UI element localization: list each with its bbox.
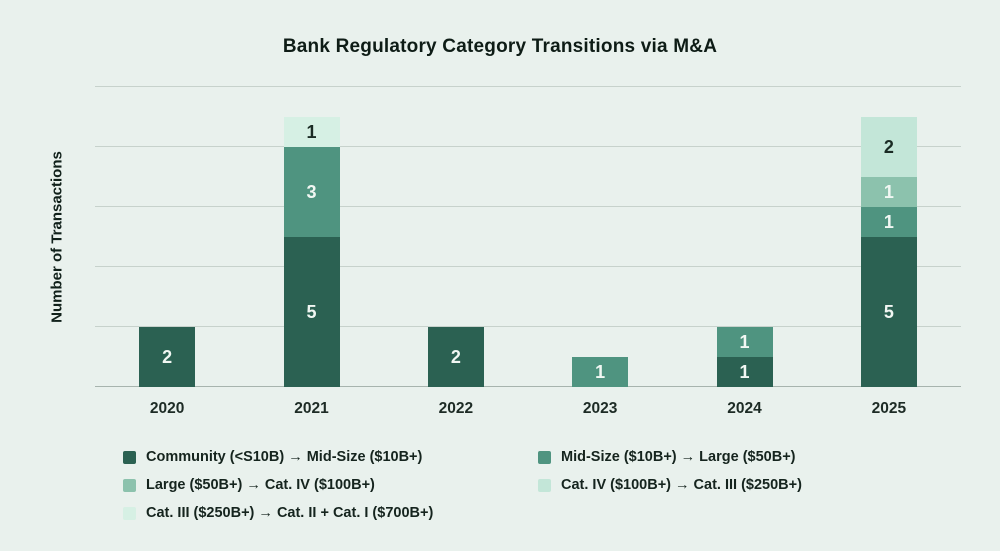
- x-tick-label-2020: 2020: [149, 400, 185, 417]
- bar-segment: 2: [427, 327, 484, 387]
- bar-2020: 2: [139, 327, 196, 387]
- gridline: [95, 206, 961, 207]
- legend-label: Cat. IV ($100B+) → Cat. III ($250B+): [561, 477, 802, 493]
- legend-swatch-icon: [123, 478, 136, 492]
- legend-item: Cat. III ($250B+) → Cat. II + Cat. I ($7…: [123, 502, 538, 524]
- x-tick-label-2022: 2022: [438, 400, 474, 417]
- gridline: [95, 86, 961, 87]
- bar-segment: 5: [860, 237, 917, 387]
- legend-label: Community (<S10B) → Mid-Size ($10B+): [146, 449, 423, 465]
- legend-swatch-icon: [538, 450, 551, 464]
- legend-label: Cat. III ($250B+) → Cat. II + Cat. I ($7…: [146, 505, 434, 521]
- legend-label: Large ($50B+) → Cat. IV ($100B+): [146, 477, 375, 493]
- bar-2023: 1: [572, 357, 629, 387]
- legend-swatch-icon: [538, 478, 551, 492]
- bar-segment: 1: [716, 327, 773, 357]
- legend-label: Mid-Size ($10B+) → Large ($50B+): [561, 449, 796, 465]
- chart-title: Bank Regulatory Category Transitions via…: [282, 36, 718, 57]
- legend: Community (<S10B) → Mid-Size ($10B+) Mid-…: [123, 446, 802, 524]
- bar-2022: 2: [427, 327, 484, 387]
- bar-segment: 1: [860, 207, 917, 237]
- bar-segment: 5: [283, 237, 340, 387]
- bar-segment: 1: [572, 357, 629, 387]
- legend-item: Community (<S10B) → Mid-Size ($10B+): [123, 446, 538, 468]
- gridline: [95, 146, 961, 147]
- legend-item: Cat. IV ($100B+) → Cat. III ($250B+): [538, 474, 802, 496]
- bar-segment: 3: [283, 147, 340, 237]
- bar-segment: 2: [139, 327, 196, 387]
- gridline: [95, 266, 961, 267]
- legend-swatch-icon: [123, 450, 136, 464]
- bar-segment: 2: [860, 117, 917, 177]
- x-axis-line: [95, 386, 961, 387]
- x-axis: 2020 2021 2022 2023 2024 2025: [95, 400, 961, 424]
- legend-item: Mid-Size ($10B+) → Large ($50B+): [538, 446, 802, 468]
- bar-segment: 1: [860, 177, 917, 207]
- x-tick-label-2021: 2021: [294, 400, 329, 417]
- x-tick-label-2024: 2024: [727, 400, 762, 417]
- x-tick-label-2023: 2023: [582, 400, 618, 417]
- gridline: [95, 326, 961, 327]
- y-axis-label: Number of Transactions: [48, 151, 66, 323]
- legend-item: Large ($50B+) → Cat. IV ($100B+): [123, 474, 538, 496]
- bar-segment: 1: [716, 357, 773, 387]
- legend-swatch-icon: [123, 506, 136, 520]
- x-tick-label-2025: 2025: [871, 400, 907, 417]
- bar-segment: 1: [283, 117, 340, 147]
